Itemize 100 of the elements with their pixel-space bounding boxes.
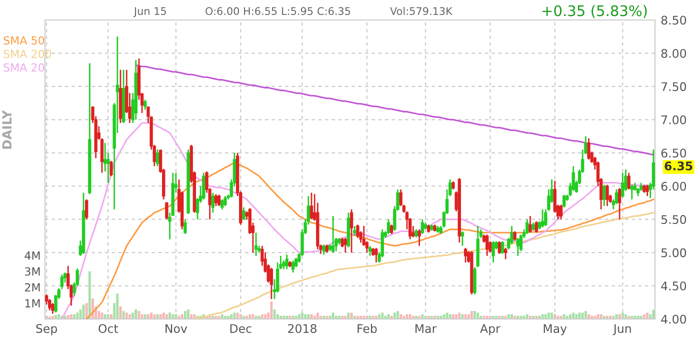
bar xyxy=(642,314,646,319)
x-tick-label: Sep xyxy=(36,324,58,336)
x-tick-label: 2018 xyxy=(288,324,316,333)
candlestick xyxy=(618,187,622,220)
text: O:6.00 xyxy=(206,7,240,16)
text: SMA 200 xyxy=(4,50,52,58)
candlestick xyxy=(254,232,258,257)
bar xyxy=(172,314,174,319)
candlestick xyxy=(310,192,314,220)
candlestick xyxy=(374,247,378,264)
bar xyxy=(421,314,424,319)
text: L:5.95 xyxy=(282,7,313,16)
bar xyxy=(393,312,396,319)
candlestick xyxy=(51,302,54,314)
candlestick xyxy=(110,160,113,177)
candlestick xyxy=(60,274,64,290)
bar xyxy=(76,312,79,319)
x-tick-label: Mar xyxy=(416,324,437,333)
candlestick xyxy=(492,240,495,264)
bar xyxy=(248,314,252,319)
bar xyxy=(575,314,578,319)
bar xyxy=(510,314,513,319)
candlestick xyxy=(528,215,532,234)
bar xyxy=(220,314,224,319)
bar xyxy=(332,312,334,319)
candlestick xyxy=(217,194,221,207)
bar xyxy=(298,314,300,319)
candlestick xyxy=(602,184,606,207)
bar xyxy=(70,314,72,319)
bar xyxy=(264,314,267,319)
y-tick-label: 5.00 xyxy=(661,248,686,258)
bar xyxy=(146,314,150,319)
bar xyxy=(544,314,547,319)
bar xyxy=(464,314,467,319)
y-tick-label: 6.00 xyxy=(661,182,686,191)
y2-tick-label: 4M xyxy=(24,252,40,260)
candlestick xyxy=(144,99,147,110)
x-tick-label: Nov xyxy=(166,324,188,333)
y-tick-label: 4.00 xyxy=(661,314,686,324)
candlestick xyxy=(156,148,160,167)
x-tick-label: Oct xyxy=(98,324,118,333)
bar xyxy=(652,310,655,319)
bar xyxy=(381,312,384,319)
x-tick-label: Jun xyxy=(612,324,631,336)
bar xyxy=(448,314,452,319)
bar xyxy=(270,302,273,319)
bar xyxy=(476,312,480,319)
y-tick-label: 4.50 xyxy=(661,282,686,290)
bar xyxy=(88,271,91,319)
bar xyxy=(547,312,550,319)
bar xyxy=(162,312,165,319)
bar xyxy=(446,312,448,319)
bar xyxy=(140,314,144,319)
bar xyxy=(507,314,510,319)
candlestick xyxy=(420,218,424,235)
bar xyxy=(470,311,473,319)
candlestick xyxy=(331,215,335,254)
text: C:6.35 xyxy=(318,7,350,16)
line-series xyxy=(86,162,654,319)
candlestick xyxy=(418,228,421,247)
text: Jun 15 xyxy=(133,7,166,17)
bar xyxy=(144,314,146,319)
candlestick xyxy=(519,234,523,252)
bar xyxy=(168,312,172,319)
candlestick xyxy=(386,218,390,235)
candlestick xyxy=(350,208,354,254)
candlestick xyxy=(48,298,52,312)
bar xyxy=(273,309,276,319)
bar xyxy=(230,314,233,319)
bar xyxy=(600,314,602,319)
candlestick xyxy=(540,208,544,228)
x-tick-label: Feb xyxy=(358,324,377,333)
bar xyxy=(452,314,454,319)
bar xyxy=(156,314,159,319)
bar xyxy=(128,314,131,319)
candlestick xyxy=(606,184,609,207)
bar xyxy=(562,314,566,319)
candlestick xyxy=(356,224,360,239)
bar xyxy=(150,312,153,319)
bar xyxy=(624,314,627,319)
y-tick-label: 8.00 xyxy=(661,48,686,58)
bar xyxy=(461,314,464,319)
bar xyxy=(184,311,186,319)
candlestick xyxy=(460,230,464,247)
bar xyxy=(104,314,106,319)
candlestick xyxy=(322,244,326,256)
bar xyxy=(180,314,184,319)
bar xyxy=(569,314,572,319)
text: 6.35 xyxy=(664,161,692,170)
candlestick xyxy=(285,254,288,270)
x-tick-label: Apr xyxy=(480,324,500,336)
candlestick xyxy=(390,224,394,235)
bar xyxy=(396,311,399,319)
bar xyxy=(122,311,125,319)
bar xyxy=(233,312,236,319)
bar xyxy=(541,314,544,319)
bar xyxy=(138,311,140,319)
candlestick xyxy=(211,192,214,214)
candlestick xyxy=(627,172,630,190)
bar xyxy=(649,314,652,319)
